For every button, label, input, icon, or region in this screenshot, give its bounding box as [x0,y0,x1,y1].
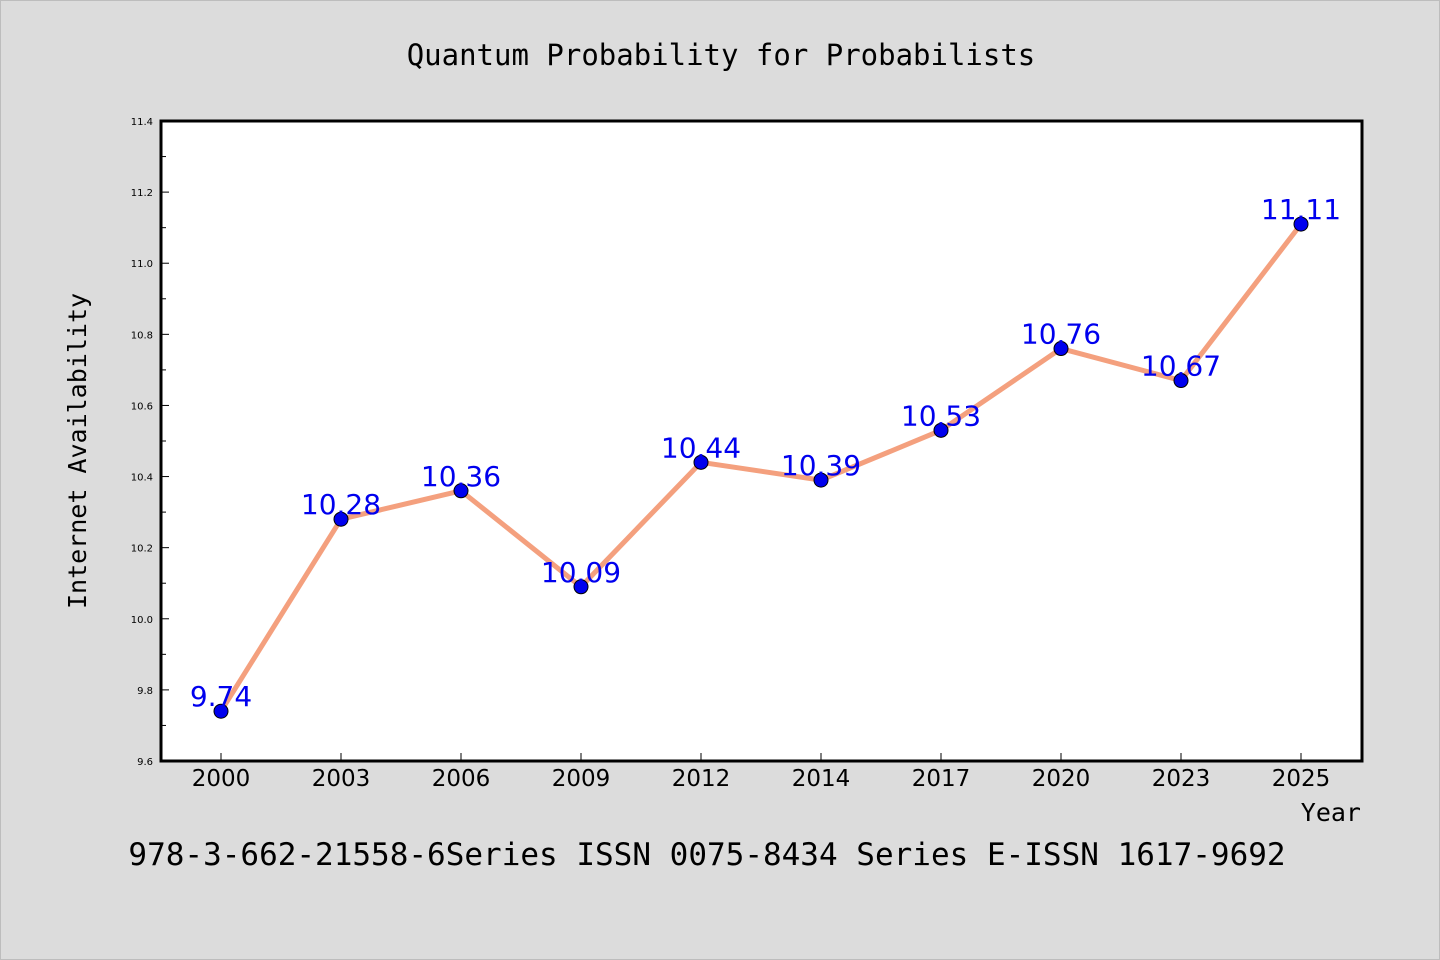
data-label: 10.44 [661,431,741,464]
data-label: 10.36 [421,460,501,493]
x-tick-label: 2020 [1032,766,1091,792]
plot-area [161,121,1362,761]
x-tick-label: 2023 [1152,766,1211,792]
data-label: 10.76 [1021,318,1101,351]
data-point-marker [573,579,589,595]
data-label: 10.28 [301,488,381,521]
y-axis-label: Internet Availability [63,293,92,609]
x-tick-label: 2025 [1272,766,1331,792]
data-point-marker [1293,216,1309,232]
x-axis-label: Year [1301,798,1361,827]
y-tick-label: 10.8 [131,330,153,341]
y-tick-label: 11.0 [131,259,153,270]
data-point-marker [333,511,349,527]
y-tick-label: 11.4 [131,117,153,128]
data-point-marker [693,454,709,470]
y-tick-label: 10.2 [131,544,153,555]
data-point-marker [1053,341,1069,357]
data-label: 10.09 [541,556,621,589]
chart-title: Quantum Probability for Probabilists [407,38,1036,72]
y-axis: 9.6 9.8 10.0 10.2 10.4 10.6 10.8 11.0 11.2 11.4 [131,117,169,768]
x-tick-label: 2012 [672,766,731,792]
x-tick-label: 2000 [192,766,251,792]
data-label: 10.53 [901,399,981,432]
data-label: 10.67 [1141,350,1221,383]
plot-frame [159,119,1364,763]
y-tick-label: 10.0 [131,615,153,626]
data-point-marker [933,422,949,438]
x-tick-label: 2006 [432,766,491,792]
y-tick-label: 10.6 [131,401,153,412]
x-tick-label: 2003 [312,766,371,792]
x-tick-label: 2014 [792,766,851,792]
y-tick-label: 10.4 [131,473,153,484]
y-tick-label: 9.8 [137,686,153,697]
data-label: 10.39 [781,449,861,482]
x-axis: 2000 2003 2006 2009 2012 2014 2017 2020 2023 2025 [192,753,1331,792]
data-label: 9.74 [190,680,252,713]
series-layer: 9.74 10.28 10.36 10.09 10.44 10.39 10.53 10.76 1… [190,193,1341,719]
data-point-marker [213,703,229,719]
data-label: 11.11 [1261,193,1341,226]
y-tick-label: 9.6 [137,757,153,768]
data-point-marker [1173,373,1189,389]
y-tick-label: 11.2 [131,188,153,199]
x-tick-label: 2017 [912,766,971,792]
data-point-marker [813,472,829,488]
x-tick-label: 2009 [552,766,611,792]
footer-text: 978-3-662-21558-6Series ISSN 0075-8434 S… [128,837,1285,873]
data-point-marker [453,483,469,499]
series-line [218,221,1304,714]
